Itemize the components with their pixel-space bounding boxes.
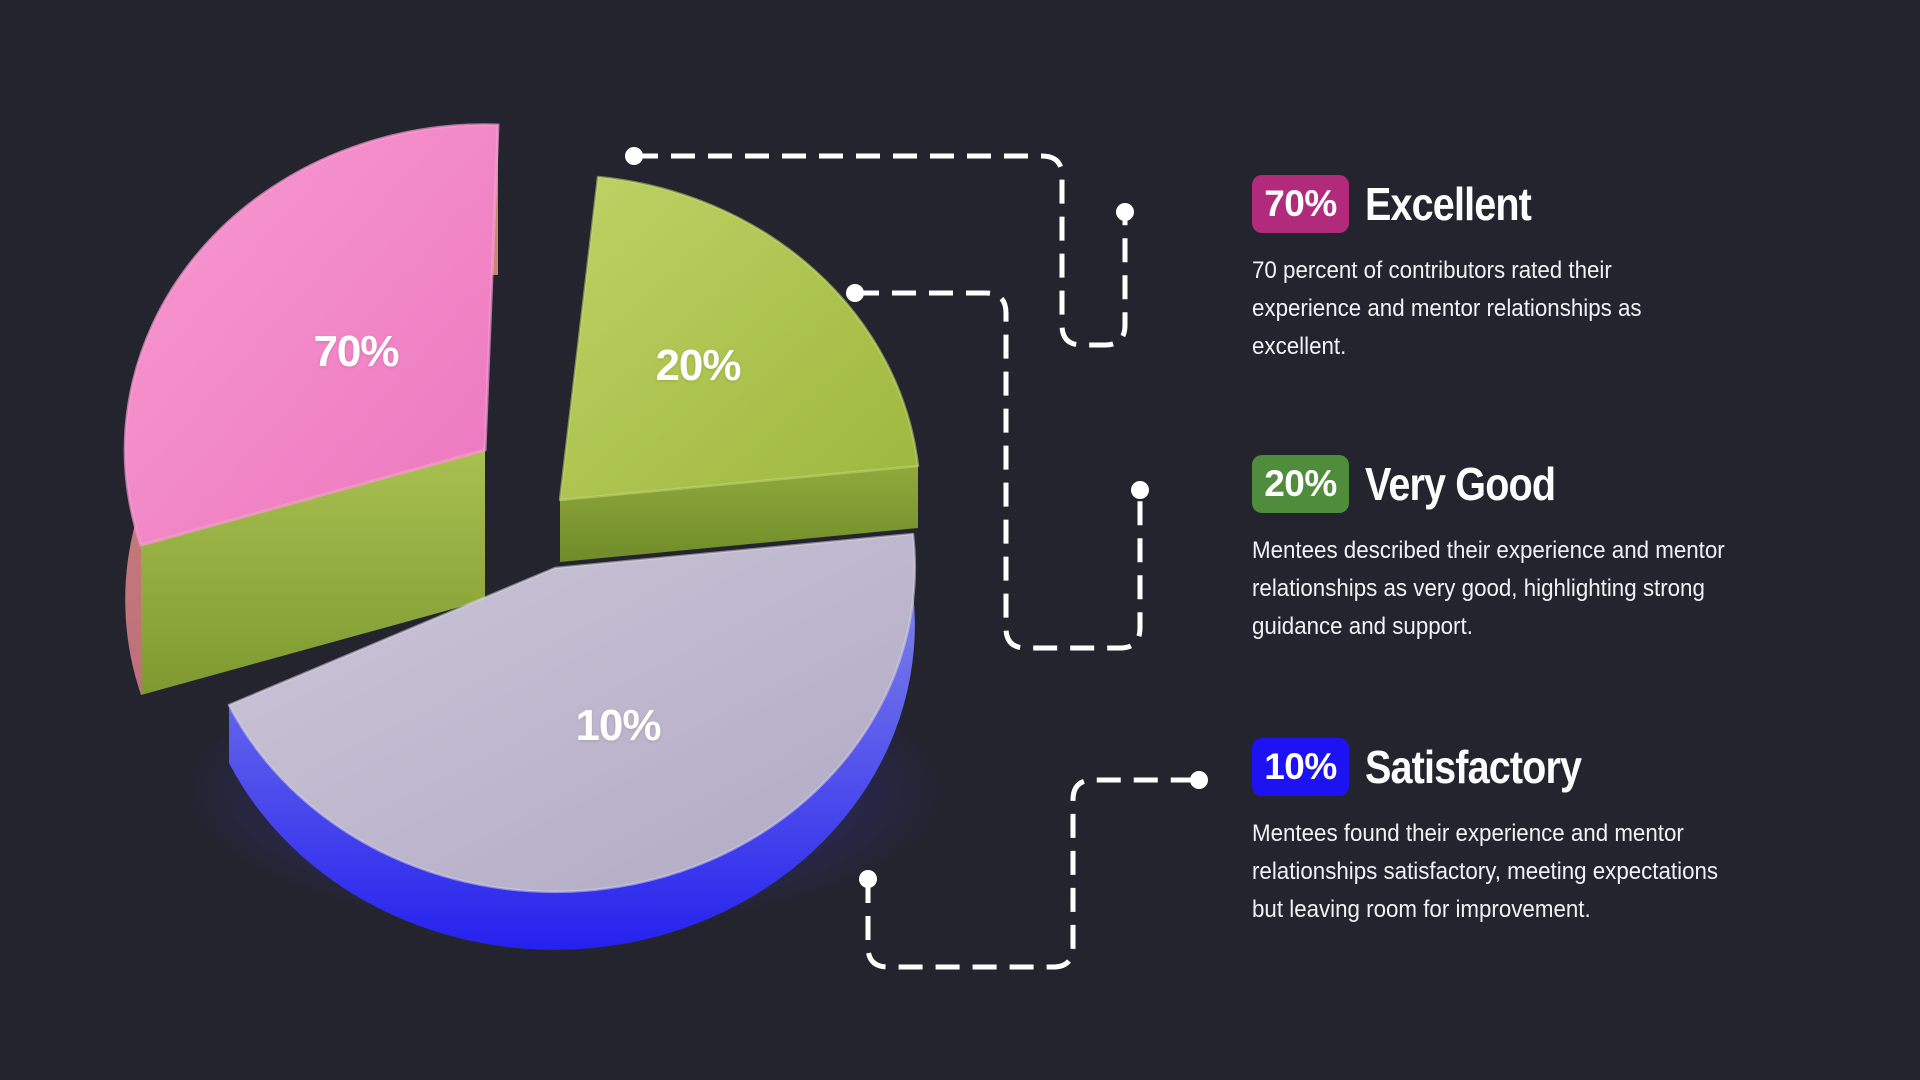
legend-desc-very-good: Mentees described their experience and m…	[1252, 532, 1773, 646]
pie-slice-satisfactory	[227, 532, 917, 950]
percent-badge-satisfactory: 10%	[1252, 738, 1349, 796]
connector-satisfactory	[859, 771, 1208, 970]
legend-title-excellent: Excellent	[1365, 178, 1532, 230]
percent-badge-excellent: 70%	[1252, 175, 1349, 233]
legend-header-excellent: 70% Excellent	[1252, 175, 1812, 233]
legend-desc-satisfactory: Mentees found their experience and mento…	[1252, 815, 1773, 929]
legend-header-very-good: 20% Very Good	[1252, 455, 1812, 513]
desc-line: Mentees described their experience and m…	[1252, 537, 1725, 564]
legend-item-excellent: 70% Excellent 70 percent of contributors…	[1252, 175, 1812, 366]
desc-line: excellent.	[1252, 333, 1347, 360]
very-good-top-face	[558, 175, 920, 502]
desc-line: relationships as very good, highlighting…	[1252, 575, 1705, 602]
connector-excellent	[625, 147, 1134, 348]
connector-satisfactory-end-dot	[1190, 771, 1208, 789]
legend-desc-excellent: 70 percent of contributors rated their e…	[1252, 252, 1773, 366]
connector-very-good	[846, 284, 1149, 651]
connector-very-good-end-dot	[1131, 481, 1149, 499]
satisfactory-top-face	[227, 532, 917, 894]
excellent-cut-wall	[141, 450, 485, 695]
pie-slice-very-good	[558, 175, 920, 562]
desc-line: relationships satisfactory, meeting expe…	[1252, 858, 1719, 885]
desc-line: experience and mentor relationships as	[1252, 295, 1642, 322]
desc-line: 70 percent of contributors rated their	[1252, 257, 1612, 284]
connector-very-good-path	[855, 290, 1143, 651]
connector-excellent-path	[634, 153, 1128, 348]
excellent-top-face	[123, 123, 500, 547]
very-good-cut-wall	[560, 466, 918, 562]
connector-satisfactory-start-dot	[859, 870, 877, 888]
desc-line: Mentees found their experience and mento…	[1252, 820, 1684, 847]
pie-label-excellent: 70%	[313, 327, 399, 376]
desc-line: but leaving room for improvement.	[1252, 896, 1591, 923]
satisfactory-rim-wall	[229, 534, 915, 950]
legend-item-very-good: 20% Very Good Mentees described their ex…	[1252, 455, 1812, 646]
legend-header-satisfactory: 10% Satisfactory	[1252, 738, 1812, 796]
legend-title-very-good: Very Good	[1365, 458, 1556, 510]
legend-item-satisfactory: 10% Satisfactory Mentees found their exp…	[1252, 738, 1812, 929]
connector-excellent-start-dot	[625, 147, 643, 165]
pie-label-very-good: 20%	[655, 341, 741, 390]
legend-title-satisfactory: Satisfactory	[1365, 741, 1582, 793]
pie-label-satisfactory: 10%	[575, 701, 661, 750]
connector-excellent-end-dot	[1116, 203, 1134, 221]
pie-slice-excellent	[123, 123, 500, 696]
connector-satisfactory-path	[865, 777, 1197, 970]
percent-badge-very-good: 20%	[1252, 455, 1349, 513]
connector-very-good-start-dot	[846, 284, 864, 302]
desc-line: guidance and support.	[1252, 613, 1473, 640]
